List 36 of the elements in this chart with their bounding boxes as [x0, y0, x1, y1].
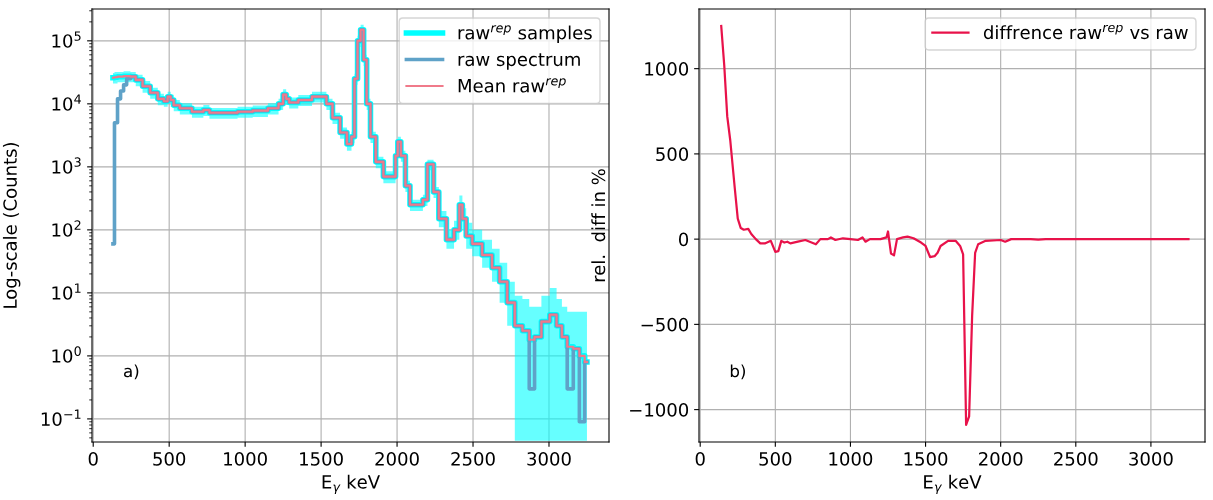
x-tick-label: 500	[153, 452, 186, 466]
legend-label: diffrence raw$^{rep}$ vs raw	[983, 24, 1188, 40]
x-tick-label: 2000	[375, 452, 419, 466]
x-tick-label: 2500	[1054, 452, 1098, 466]
x-tick-label: 3000	[1129, 452, 1173, 466]
legend-label: Mean raw$^{rep}$	[458, 78, 566, 93]
x-tick-label: 2500	[451, 452, 495, 466]
y-axis-title: rel. diff in %	[591, 169, 606, 282]
y-tick-label: 10$^{1}$	[52, 283, 81, 300]
x-axis-title: E$_{γ}$ keV	[924, 474, 982, 495]
x-tick-label: 1500	[300, 452, 343, 466]
x-axis-title: E$_{γ}$ keV	[322, 474, 380, 495]
x-tick-label: 0	[88, 452, 98, 466]
y-tick-label: −1000	[630, 403, 689, 417]
y-tick-label: 10$^{−1}$	[41, 409, 81, 426]
annotation: a)	[124, 364, 139, 380]
y-tick-label: 10$^{4}$	[52, 94, 81, 111]
x-tick-label: 3000	[527, 452, 571, 466]
y-tick-label: 10$^{5}$	[52, 31, 81, 48]
x-tick-label: 0	[695, 452, 705, 466]
y-tick-label: 10$^{3}$	[52, 157, 81, 174]
x-tick-label: 1000	[224, 452, 267, 466]
y-tick-label: 1000	[645, 62, 689, 76]
y-tick-label: 500	[656, 147, 689, 162]
x-tick-label: 2000	[979, 452, 1023, 466]
x-tick-label: 1500	[904, 452, 948, 466]
x-tick-label: 500	[759, 452, 792, 466]
legend-label: raw$^{rep}$ samples	[458, 25, 592, 43]
annotation: b)	[730, 364, 746, 380]
y-tick-label: 0	[678, 232, 689, 247]
y-tick-label: 10$^{2}$	[52, 220, 81, 237]
y-tick-label: 10$^{0}$	[52, 346, 81, 363]
legend-label: raw spectrum	[458, 53, 580, 70]
y-axis-title: Log-scale (Counts)	[2, 142, 21, 308]
y-tick-label: −500	[641, 317, 689, 332]
x-tick-label: 1000	[829, 452, 873, 466]
